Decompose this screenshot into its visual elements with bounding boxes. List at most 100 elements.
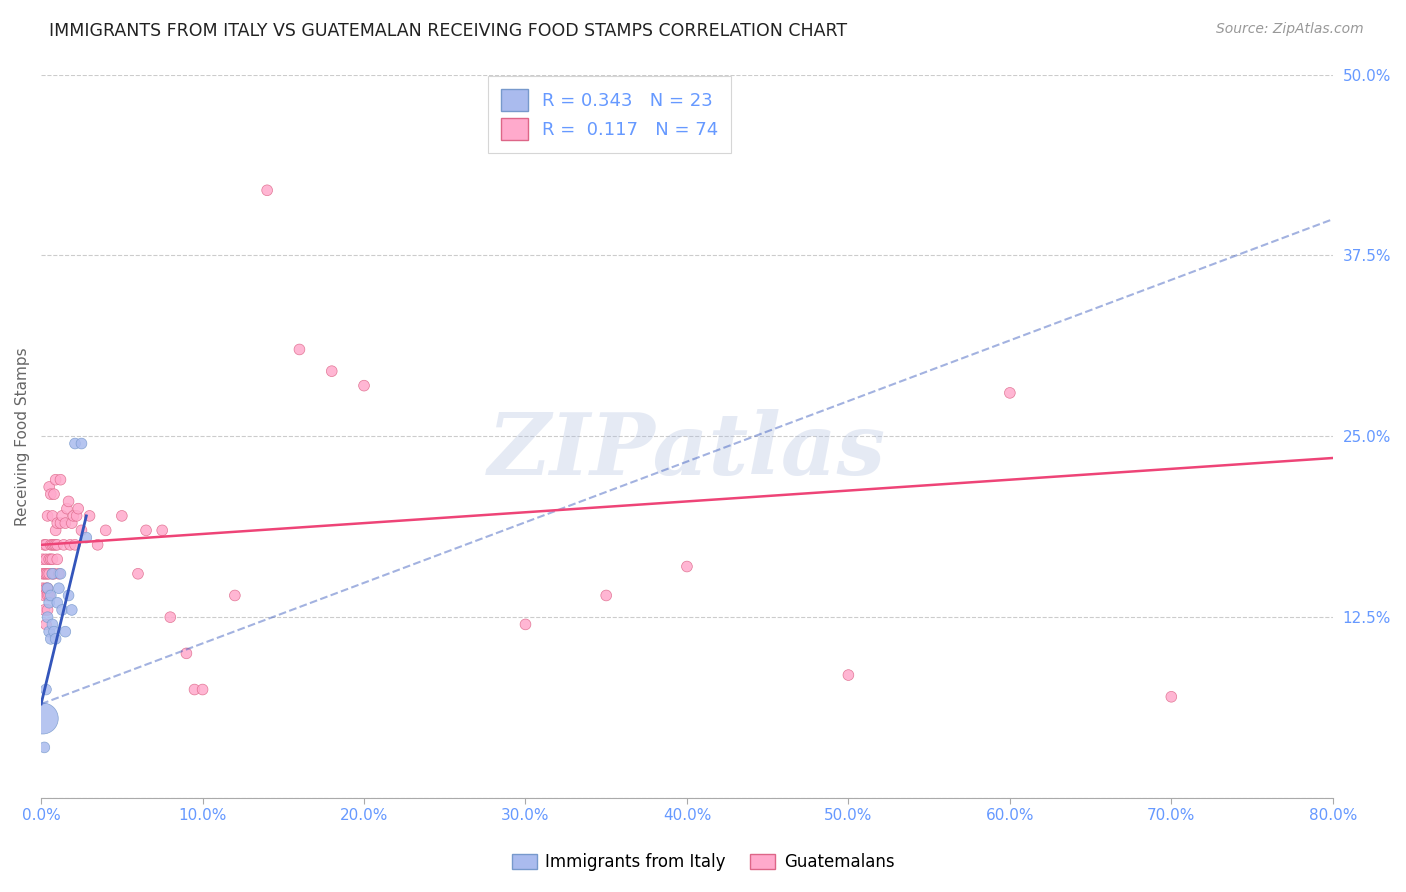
Point (41, 538, 63, 552)
Point (42, 566, 65, 581)
Point (60, 603, 83, 617)
Point (41, 566, 63, 581)
Point (51, 603, 73, 617)
Point (37, 610, 59, 624)
Text: IMMIGRANTS FROM ITALY VS GUATEMALAN RECEIVING FOOD STAMPS CORRELATION CHART: IMMIGRANTS FROM ITALY VS GUATEMALAN RECE… (49, 22, 848, 40)
Point (39, 538, 62, 552)
Point (62, 508, 84, 523)
Point (135, 524, 157, 538)
Point (183, 682, 205, 697)
Point (38, 480, 60, 494)
Point (46, 538, 69, 552)
Point (837, 668, 859, 682)
Point (39, 487, 62, 501)
Point (111, 508, 134, 523)
Text: ZIPatlas: ZIPatlas (488, 409, 886, 492)
Point (66, 508, 89, 523)
Point (159, 610, 181, 624)
Point (45, 524, 67, 538)
Point (45, 473, 67, 487)
Point (49, 566, 72, 581)
Point (39, 552, 62, 566)
Point (676, 559, 699, 574)
Point (176, 646, 198, 660)
Point (31, 552, 53, 566)
Point (35, 538, 58, 552)
Point (41, 566, 63, 581)
Point (41, 617, 63, 632)
Legend: Immigrants from Italy, Guatemalans: Immigrants from Italy, Guatemalans (503, 845, 903, 880)
Point (42, 538, 65, 552)
Point (46, 596, 69, 610)
Point (67, 501, 90, 516)
Point (45, 632, 67, 646)
Point (56, 501, 79, 516)
Point (46, 516, 69, 530)
Point (70, 436, 93, 450)
Point (35, 682, 58, 697)
Point (49, 473, 72, 487)
Point (31, 711, 53, 725)
Point (42, 624, 65, 639)
Text: Source: ZipAtlas.com: Source: ZipAtlas.com (1216, 22, 1364, 37)
Point (150, 524, 173, 538)
Point (38, 624, 60, 639)
Point (256, 183, 278, 197)
Point (37, 566, 59, 581)
Point (34, 538, 56, 552)
Point (70, 524, 93, 538)
Point (58, 494, 80, 508)
Point (63, 538, 86, 552)
Point (38, 589, 60, 603)
Point (37, 603, 59, 617)
Point (37, 508, 59, 523)
Point (224, 589, 246, 603)
Point (191, 682, 214, 697)
Point (86, 538, 108, 552)
Point (34, 589, 56, 603)
Point (58, 589, 80, 603)
Point (42, 487, 65, 501)
Point (49, 516, 72, 530)
Point (998, 385, 1021, 400)
Point (53, 516, 76, 530)
Point (515, 617, 537, 632)
Point (51, 508, 73, 523)
Legend: R = 0.343   N = 23, R =  0.117   N = 74: R = 0.343 N = 23, R = 0.117 N = 74 (488, 77, 731, 153)
Point (321, 364, 343, 378)
Point (94, 524, 117, 538)
Point (288, 343, 311, 357)
Point (79, 508, 101, 523)
Point (53, 624, 76, 639)
Point (35, 552, 58, 566)
Y-axis label: Receiving Food Stamps: Receiving Food Stamps (15, 347, 30, 525)
Point (35, 581, 58, 595)
Point (41, 552, 63, 566)
Point (34, 740, 56, 755)
Point (35, 617, 58, 632)
Point (48, 581, 70, 595)
Point (353, 378, 375, 392)
Point (37, 581, 59, 595)
Point (127, 566, 149, 581)
Point (48, 566, 70, 581)
Point (45, 538, 67, 552)
Point (41, 508, 63, 523)
Point (39, 589, 62, 603)
Point (595, 589, 617, 603)
Point (52, 538, 75, 552)
Point (60, 516, 83, 530)
Point (31, 566, 53, 581)
Point (1160, 690, 1182, 704)
Point (39, 632, 62, 646)
Point (63, 436, 86, 450)
Point (75, 531, 97, 545)
Point (34, 603, 56, 617)
Point (37, 589, 59, 603)
Point (38, 566, 60, 581)
Point (35, 566, 58, 581)
Point (34, 566, 56, 581)
Point (37, 581, 59, 595)
Point (38, 552, 60, 566)
Point (46, 552, 69, 566)
